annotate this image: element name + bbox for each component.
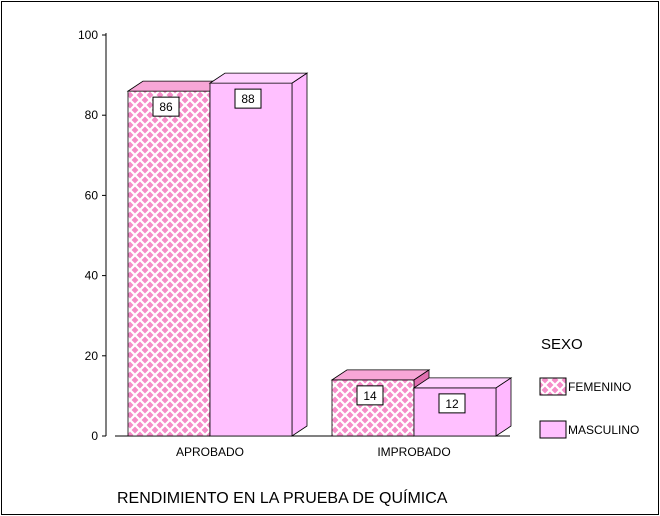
data-label-box — [234, 88, 262, 109]
legend-label-femenino: FEMENINO — [568, 380, 631, 394]
data-label: 12 — [445, 397, 459, 411]
bar-femenino-aprobado — [127, 90, 211, 437]
x-tick-label: APROBADO — [176, 445, 244, 459]
y-tick-label: 0 — [91, 429, 98, 443]
bars — [126, 72, 513, 437]
data-label-box — [152, 96, 180, 117]
data-label-box — [438, 393, 466, 414]
bar-top-masculino-aprobado — [208, 72, 309, 84]
data-label: 86 — [159, 100, 173, 114]
legend: SEXO FEMENINO MASCULINO — [539, 336, 639, 439]
data-label-box — [356, 385, 384, 406]
x-axis-title: RENDIMIENTO EN LA PRUEBA DE QUÍMICA — [117, 488, 448, 507]
legend-label-masculino: MASCULINO — [568, 423, 639, 437]
data-label: 14 — [363, 389, 377, 403]
data-labels: 86 88 14 12 — [152, 88, 466, 414]
legend-title: SEXO — [541, 336, 583, 353]
legend-swatch-femenino — [539, 377, 567, 396]
y-tick-label: 40 — [85, 269, 99, 283]
y-tick-label: 20 — [85, 349, 99, 363]
bar-top-masculino-improbado — [412, 377, 513, 389]
bar-masculino-aprobado — [209, 82, 293, 437]
data-label: 88 — [241, 92, 255, 106]
y-tick-label: 60 — [85, 188, 99, 202]
bar-top-femenino-improbado — [330, 369, 431, 381]
y-tick-label: 80 — [85, 108, 99, 122]
x-tick-label: IMPROBADO — [377, 445, 450, 459]
bar-side-masculino-aprobado — [291, 72, 308, 437]
y-tick-label: 100 — [78, 28, 98, 42]
legend-swatch-masculino — [539, 420, 567, 439]
axes: 0 20 40 60 80 100 APROBADO IMPROBADO — [78, 28, 510, 459]
